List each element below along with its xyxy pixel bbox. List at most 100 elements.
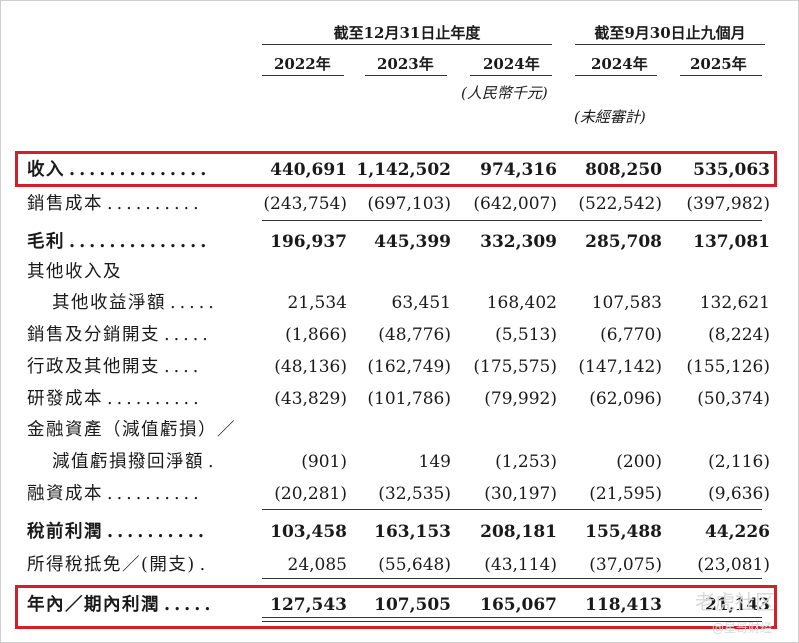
- cell-value: 196,937: [270, 232, 347, 252]
- table-row: 銷售及分銷開支..... (1,866) (48,776) (5,513) (6,770…: [0, 319, 799, 351]
- row-leader-dots: ..........: [107, 194, 203, 214]
- cell-value: (62,096): [589, 389, 662, 409]
- row-label-text: 所得稅抵免／(開支): [27, 555, 196, 575]
- table-row: 銷售成本.......... (243,754) (697,103) (642,007…: [0, 188, 799, 220]
- cell-value: (9,636): [708, 484, 770, 504]
- table-row: 稅前利潤.......... 103,458 163,153 208,181 155,4…: [0, 516, 799, 548]
- cell-value: [237, 414, 347, 446]
- cell-value: (5,513): [495, 325, 557, 345]
- row-leader-dots: ..........: [107, 389, 203, 409]
- row-leader-dots: ..........: [107, 484, 203, 504]
- cell-value: (79,992): [484, 389, 557, 409]
- row-leader-dots: .: [199, 555, 210, 575]
- watermark-text: 老虎社区: [695, 590, 775, 614]
- row-label: 年內／期內利潤.....: [27, 589, 214, 621]
- row-label: 減值虧損撥回淨額.: [52, 446, 218, 478]
- cell-value: (175,575): [473, 357, 557, 377]
- cell-value: (30,197): [484, 484, 557, 504]
- table-row: 減值虧損撥回淨額. (901) 149 (1,253) (200) (2,116): [0, 446, 799, 478]
- cell-value: 208,181: [480, 522, 557, 542]
- cell-value: 63,451: [391, 293, 451, 313]
- cell-value: (2,116): [708, 452, 770, 472]
- cell-value: 118,413: [585, 595, 662, 615]
- row-label-text: 毛利: [27, 232, 65, 252]
- row-leader-dots: ....: [164, 357, 203, 377]
- row-label-text: 年內／期內利潤: [27, 595, 160, 615]
- year-header-2024: 2024年: [483, 55, 540, 73]
- year-header-2023: 2023年: [377, 55, 434, 73]
- cell-value: 107,505: [374, 595, 451, 615]
- year-rule-3: [470, 75, 552, 76]
- rule-under-finance-cost: [262, 509, 762, 510]
- cell-value: 149: [418, 452, 451, 472]
- cell-value: [447, 414, 557, 446]
- header-group-ninemonths: 截至9月30日止九個月: [594, 24, 746, 42]
- cell-value: (147,142): [578, 357, 662, 377]
- row-leader-dots: .....: [164, 325, 212, 345]
- row-label: 銷售及分銷開支.....: [27, 319, 212, 351]
- double-rule-profit-a: [262, 617, 762, 618]
- highlight-profit-box: [15, 585, 777, 629]
- cell-value: 168,402: [486, 293, 557, 313]
- cell-value: 1,142,502: [356, 160, 451, 180]
- row-label-text: 銷售及分銷開支: [27, 325, 160, 345]
- cell-value: (243,754): [263, 194, 347, 214]
- rule-under-cost-of-sales: [262, 220, 762, 221]
- cell-value: (901): [301, 452, 347, 472]
- cell-value: 445,399: [374, 232, 451, 252]
- row-label-text: 融資成本: [27, 484, 103, 504]
- year-rule-5: [680, 75, 762, 76]
- year-header-2025-9m: 2025年: [690, 55, 747, 73]
- row-label: 其他收入及: [27, 256, 126, 288]
- row-leader-dots: .: [208, 452, 218, 472]
- row-label: 行政及其他開支....: [27, 351, 202, 383]
- cell-value: (55,648): [378, 555, 451, 575]
- unaudited-note: (未經審計): [574, 108, 646, 126]
- cell-value: 163,153: [374, 522, 451, 542]
- cell-value: (23,081): [697, 555, 770, 575]
- cell-value: [552, 256, 662, 288]
- row-label-text: 收入: [27, 160, 65, 180]
- row-label: 稅前利潤..........: [27, 516, 208, 548]
- row-leader-dots: ..............: [69, 232, 211, 252]
- row-label-text: 研發成本: [27, 389, 103, 409]
- year-rule-2: [365, 75, 447, 76]
- row-label: 研發成本..........: [27, 383, 203, 415]
- cell-value: 132,621: [699, 293, 770, 313]
- cell-value: [660, 256, 770, 288]
- cell-value: (43,829): [274, 389, 347, 409]
- cell-value: (522,542): [578, 194, 662, 214]
- row-leader-dots: ..............: [69, 160, 211, 180]
- cell-value: (21,595): [589, 484, 662, 504]
- cell-value: (43,114): [484, 555, 557, 575]
- double-rule-profit-b: [262, 621, 762, 622]
- cell-value: 535,063: [693, 160, 770, 180]
- row-leader-dots: .....: [170, 293, 218, 313]
- row-label-text: 行政及其他開支: [27, 357, 160, 377]
- row-label: 其他收益淨額.....: [52, 287, 218, 319]
- year-header-2024-9m: 2024年: [591, 55, 648, 73]
- year-rule-1: [262, 75, 344, 76]
- cell-value: [341, 414, 451, 446]
- cell-value: 440,691: [270, 160, 347, 180]
- cell-value: [447, 256, 557, 288]
- watermark-handle: @星哥财经: [712, 621, 773, 635]
- cell-value: (1,253): [495, 452, 557, 472]
- cell-value: [552, 414, 662, 446]
- table-row: 其他收入及: [0, 256, 799, 288]
- row-label-text: 稅前利潤: [27, 522, 103, 542]
- cell-value: (8,224): [708, 325, 770, 345]
- row-label-text: 其他收益淨額: [52, 293, 166, 313]
- cell-value: [341, 256, 451, 288]
- cell-value: (20,281): [274, 484, 347, 504]
- cell-value: 24,085: [287, 555, 347, 575]
- cell-value: (48,136): [274, 357, 347, 377]
- row-leader-dots: ..........: [107, 522, 208, 542]
- table-row: 毛利.............. 196,937 445,399 332,309 285…: [0, 226, 799, 258]
- row-label: 銷售成本..........: [27, 188, 203, 220]
- header-group-ninemonths-rule: [575, 44, 765, 45]
- cell-value: 155,488: [585, 522, 662, 542]
- cell-value: (200): [616, 452, 662, 472]
- cell-value: 808,250: [585, 160, 662, 180]
- cell-value: 21,143: [704, 595, 770, 615]
